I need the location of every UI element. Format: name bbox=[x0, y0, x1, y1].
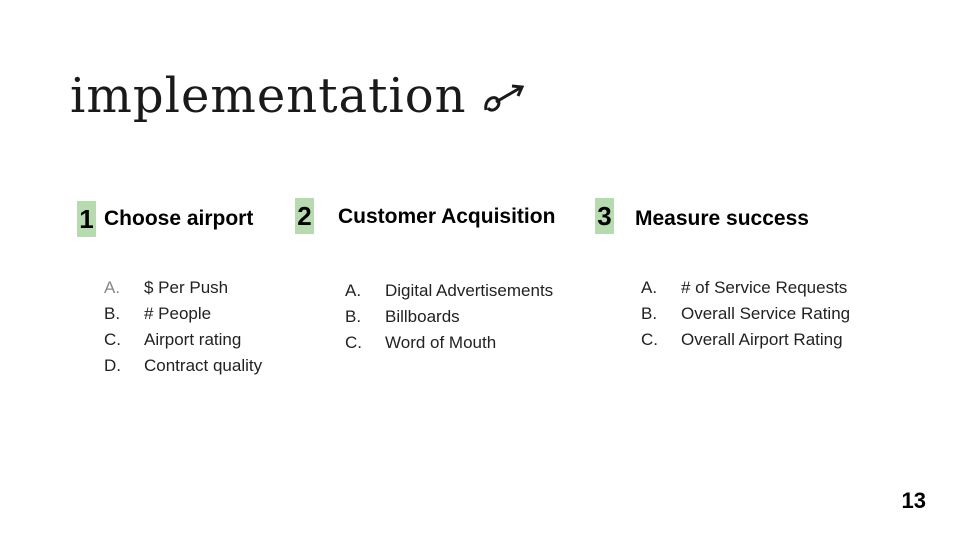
list-item-text: $ Per Push bbox=[144, 278, 229, 297]
list-item: C. Word of Mouth bbox=[345, 330, 553, 356]
list-item: A. # of Service Requests bbox=[641, 275, 850, 301]
slide-title: implementation bbox=[70, 68, 467, 124]
list-item: B. # People bbox=[104, 301, 262, 327]
list-item-letter: A. bbox=[345, 281, 362, 300]
list-item-letter: C. bbox=[104, 330, 121, 349]
list-item: A. $ Per Push bbox=[104, 275, 262, 301]
list-item: C. Overall Airport Rating bbox=[641, 327, 850, 353]
list-item-letter: A. bbox=[104, 278, 121, 297]
list-item-letter: B. bbox=[345, 307, 362, 326]
list-item-text: Billboards bbox=[385, 307, 460, 326]
list-choose-airport: A. $ Per Push B. # People C. Airport rat… bbox=[104, 275, 262, 379]
list-item-text: Word of Mouth bbox=[385, 333, 497, 352]
column-heading-choose-airport: Choose airport bbox=[104, 207, 254, 230]
step-number-2: 2 bbox=[295, 198, 314, 234]
list-item-text: Overall Airport Rating bbox=[681, 330, 843, 349]
list-item-letter: B. bbox=[641, 304, 658, 323]
list-item-letter: B. bbox=[104, 304, 121, 323]
list-item-text: Airport rating bbox=[144, 330, 242, 349]
list-item: D. Contract quality bbox=[104, 353, 262, 379]
step-number-3: 3 bbox=[595, 198, 614, 234]
list-item: C. Airport rating bbox=[104, 327, 262, 353]
column-heading-customer-acquisition: Customer Acquisition bbox=[338, 205, 556, 228]
list-item-text: Contract quality bbox=[144, 356, 263, 375]
list-item-letter: A. bbox=[641, 278, 658, 297]
list-item-letter: D. bbox=[104, 356, 121, 375]
list-item-text: # of Service Requests bbox=[681, 278, 848, 297]
page-number: 13 bbox=[901, 488, 926, 513]
list-item-letter: C. bbox=[641, 330, 658, 349]
step-number-1: 1 bbox=[77, 201, 96, 237]
list-item: B. Overall Service Rating bbox=[641, 301, 850, 327]
list-item-text: Overall Service Rating bbox=[681, 304, 851, 323]
list-measure-success: A. # of Service Requests B. Overall Serv… bbox=[641, 275, 850, 353]
list-item: A. Digital Advertisements bbox=[345, 278, 553, 304]
arrow-flourish-icon bbox=[484, 84, 525, 112]
list-item: B. Billboards bbox=[345, 304, 553, 330]
list-item-text: Digital Advertisements bbox=[385, 281, 554, 300]
list-customer-acquisition: A. Digital Advertisements B. Billboards … bbox=[345, 278, 553, 356]
list-item-text: # People bbox=[144, 304, 212, 323]
column-heading-measure-success: Measure success bbox=[635, 207, 809, 230]
list-item-letter: C. bbox=[345, 333, 362, 352]
